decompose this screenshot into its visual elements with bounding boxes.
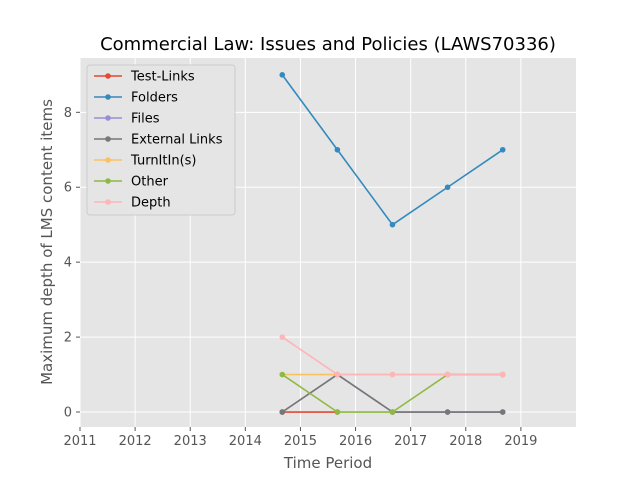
legend-swatch-marker <box>105 73 111 79</box>
legend-box <box>86 64 236 216</box>
data-point <box>389 221 396 228</box>
legend: Test-Links Folders Files External Links Turn… <box>86 64 236 216</box>
legend-item: Folders <box>94 91 178 106</box>
data-point <box>444 184 451 191</box>
data-point <box>444 371 451 378</box>
x-tick-label: 2019 <box>504 434 537 449</box>
legend-swatch-marker <box>105 157 111 163</box>
x-tick-label: 2013 <box>174 434 207 449</box>
legend-label: Files <box>131 112 160 127</box>
legend-label: Test-Links <box>130 70 195 85</box>
x-tick-label: 2017 <box>394 434 427 449</box>
legend-label: Depth <box>131 196 171 211</box>
legend-swatch-marker <box>105 136 111 142</box>
y-tick-label: 0 <box>64 406 72 421</box>
y-tick-label: 6 <box>64 181 72 196</box>
legend-item: External Links <box>94 133 223 148</box>
legend-item: Test-Links <box>94 70 195 85</box>
y-tick-label: 4 <box>64 256 72 271</box>
data-point <box>499 409 506 415</box>
legend-label: Folders <box>131 91 178 106</box>
data-point <box>279 334 286 340</box>
y-tick-label: 2 <box>64 331 72 346</box>
legend-label: Other <box>131 175 169 190</box>
chart-title: Commercial Law: Issues and Policies (LAW… <box>100 34 556 55</box>
legend-swatch-marker <box>105 115 111 121</box>
data-point <box>389 409 396 415</box>
legend-item: Depth <box>94 196 171 211</box>
series-layer <box>279 72 506 415</box>
data-point <box>279 371 286 378</box>
x-tick-label: 2015 <box>284 434 317 449</box>
data-point <box>499 146 506 153</box>
data-point <box>279 72 286 78</box>
data-point <box>334 371 341 378</box>
data-point <box>444 409 451 415</box>
legend-label: External Links <box>131 133 223 148</box>
legend-item: TurnItIn(s) <box>94 154 196 169</box>
x-tick-label: 2014 <box>229 434 262 449</box>
x-tick-label: 2018 <box>449 434 482 449</box>
y-tick-label: 8 <box>64 106 72 121</box>
series-folders <box>279 72 506 228</box>
data-point <box>279 409 286 415</box>
x-tick-label: 2011 <box>63 434 96 449</box>
data-point <box>334 146 341 153</box>
legend-item: Other <box>94 175 169 190</box>
legend-label: TurnItIn(s) <box>130 154 196 169</box>
data-point <box>389 371 396 378</box>
legend-swatch-marker <box>105 178 111 184</box>
data-point <box>334 409 341 415</box>
x-tick-label: 2012 <box>119 434 152 449</box>
x-axis-title: Time Period <box>283 454 372 472</box>
data-point <box>499 371 506 378</box>
tick-labels: 2011 2012 2013 2014 2015 2016 2017 2018 2019 0 2 4 6… <box>63 106 537 449</box>
y-axis-title: Maximum depth of LMS content items <box>38 99 56 385</box>
legend-swatch-marker <box>105 94 111 100</box>
series-depth <box>279 334 506 378</box>
legend-item: Files <box>94 112 160 127</box>
x-tick-label: 2016 <box>339 434 372 449</box>
legend-swatch-marker <box>105 199 111 205</box>
